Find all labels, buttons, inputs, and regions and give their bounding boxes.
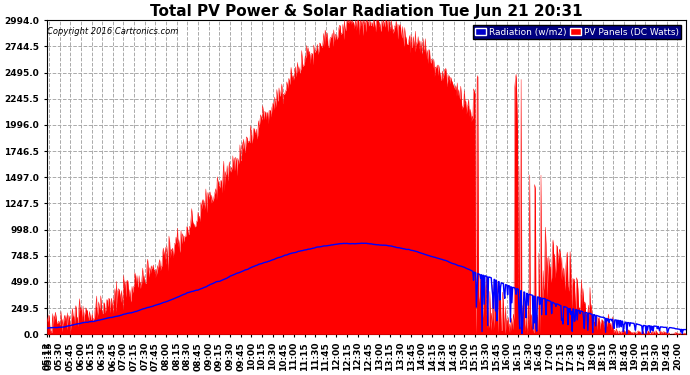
- Legend: Radiation (w/m2), PV Panels (DC Watts): Radiation (w/m2), PV Panels (DC Watts): [473, 25, 681, 39]
- Text: Copyright 2016 Cartronics.com: Copyright 2016 Cartronics.com: [48, 27, 179, 36]
- Title: Total PV Power & Solar Radiation Tue Jun 21 20:31: Total PV Power & Solar Radiation Tue Jun…: [150, 4, 582, 19]
